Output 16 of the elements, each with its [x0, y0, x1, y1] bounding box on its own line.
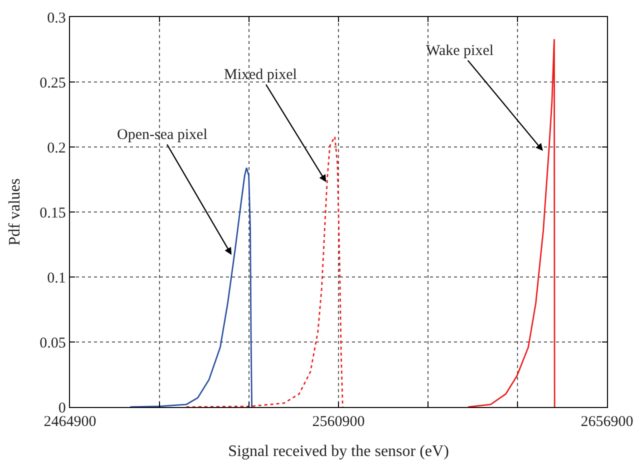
x-tick-label: 2560900: [312, 414, 365, 430]
x-tick-label: 2464900: [44, 414, 96, 430]
y-tick-label: 0.2: [47, 140, 66, 156]
y-tick-label: 0: [58, 400, 66, 416]
annotation: Open-sea pixel: [117, 127, 208, 143]
y-axis-title: Pdf values: [6, 178, 24, 246]
x-tick-label: 2656900: [580, 414, 634, 430]
y-tick-label: 0.3: [47, 10, 66, 26]
x-axis-title: Signal received by the sensor (eV): [228, 442, 449, 460]
annotation: Wake pixel: [426, 43, 494, 59]
y-tick-label: 0.25: [40, 75, 66, 92]
y-tick-label: 0.15: [40, 205, 66, 222]
y-tick-label: 0.05: [40, 335, 66, 352]
annotation: Mixed pixel: [224, 67, 297, 83]
y-tick-label: 0.1: [47, 270, 66, 286]
line-series: [129, 167, 252, 407]
